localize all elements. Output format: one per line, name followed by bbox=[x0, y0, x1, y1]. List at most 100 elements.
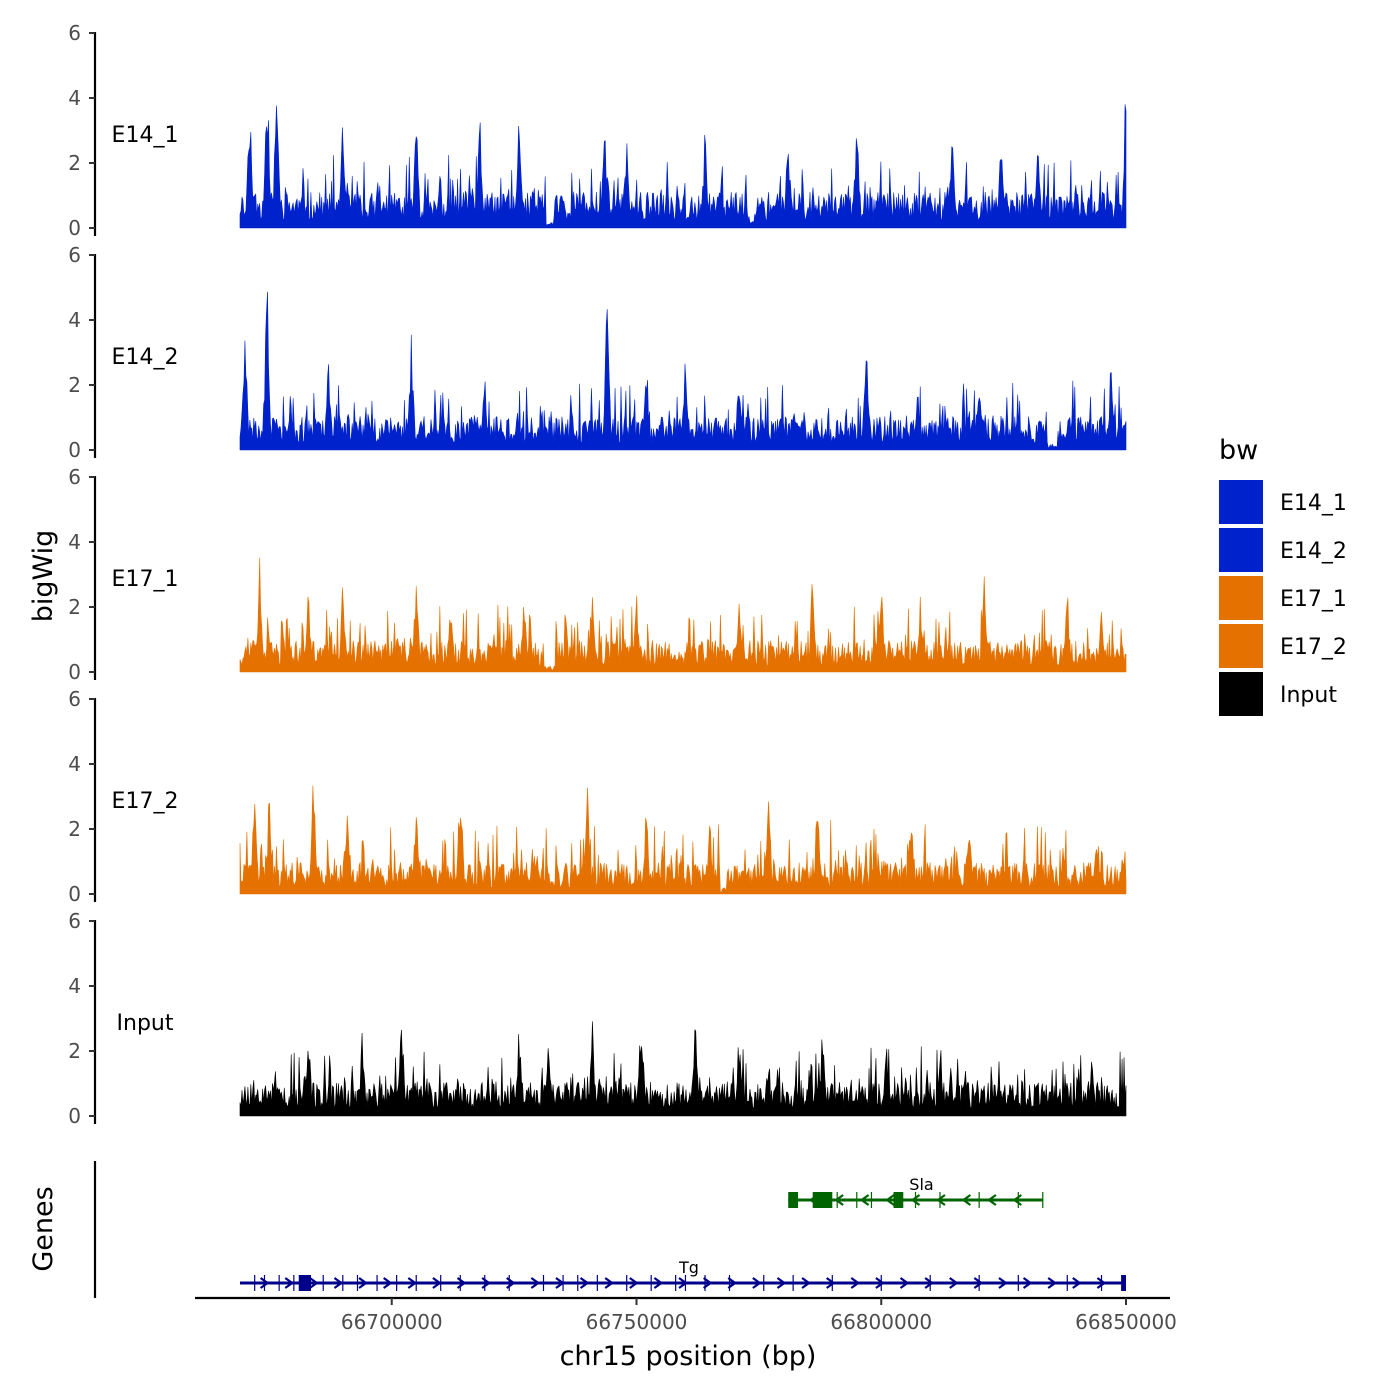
x-tick-label: 66850000 bbox=[1075, 1310, 1177, 1334]
strand-arrow bbox=[752, 1277, 762, 1289]
strand-arrow bbox=[358, 1277, 368, 1289]
exon-block bbox=[788, 1192, 799, 1208]
strand-arrow bbox=[383, 1277, 393, 1289]
x-axis: 66700000 66750000 66800000 66850000 bbox=[195, 1296, 1177, 1334]
y-tick-label: 4 bbox=[68, 974, 81, 998]
y-tick-label: 4 bbox=[68, 752, 81, 776]
strand-arrow bbox=[936, 1194, 946, 1206]
strand-arrow bbox=[986, 1194, 997, 1206]
strand-arrow bbox=[653, 1277, 664, 1289]
track-name-label: E17_1 bbox=[112, 567, 179, 592]
strand-arrow bbox=[407, 1277, 418, 1289]
strand-arrow bbox=[875, 1277, 885, 1289]
y-tick-label: 4 bbox=[68, 86, 81, 110]
legend-item: E17_2 bbox=[1219, 624, 1347, 668]
strand-arrow bbox=[530, 1277, 541, 1289]
strand-arrow bbox=[973, 1277, 984, 1289]
signal-area bbox=[239, 291, 1127, 451]
x-tick-label: 66800000 bbox=[830, 1310, 932, 1334]
y-tick-label: 0 bbox=[68, 1104, 81, 1128]
strand-arrow bbox=[333, 1277, 344, 1289]
y-tick-label: 6 bbox=[68, 909, 81, 933]
strand-arrow bbox=[284, 1277, 295, 1289]
strand-arrow bbox=[1096, 1277, 1107, 1289]
y-tick-label: 4 bbox=[68, 308, 81, 332]
y-tick-label: 6 bbox=[68, 21, 81, 45]
strand-arrow bbox=[1072, 1277, 1082, 1289]
strand-arrow bbox=[801, 1277, 811, 1289]
strand-arrow bbox=[910, 1194, 921, 1206]
gene-track: Sla Tg bbox=[93, 1161, 1126, 1298]
y-tick-label: 0 bbox=[68, 216, 81, 240]
legend-label: E14_1 bbox=[1280, 491, 1347, 516]
signal-area bbox=[239, 785, 1127, 895]
strand-arrow bbox=[776, 1277, 787, 1289]
gene-tg: Tg bbox=[240, 1258, 1126, 1291]
track-e17-2: 0 2 4 6 E17_2 bbox=[68, 687, 1127, 906]
legend-label: E14_2 bbox=[1280, 539, 1347, 564]
strand-arrow bbox=[885, 1194, 895, 1206]
genes-axis-title: Genes bbox=[28, 1186, 59, 1271]
strand-arrow bbox=[859, 1194, 870, 1206]
track-name-label: E14_1 bbox=[112, 123, 179, 148]
signal-area bbox=[239, 1021, 1127, 1117]
gene-label: Tg bbox=[678, 1258, 699, 1277]
legend: bw E14_1 E14_2 E17_1 E17_2 Input bbox=[1219, 435, 1347, 716]
y-tick-label: 2 bbox=[68, 151, 81, 175]
legend-label: Input bbox=[1280, 683, 1337, 708]
strand-arrow bbox=[961, 1194, 972, 1206]
legend-swatch bbox=[1219, 672, 1263, 716]
strand-arrow bbox=[1012, 1194, 1022, 1206]
gene-label: Sla bbox=[909, 1175, 933, 1194]
y-tick-label: 2 bbox=[68, 595, 81, 619]
strand-arrow bbox=[579, 1277, 590, 1289]
strand-arrow bbox=[727, 1277, 738, 1289]
exon-block bbox=[1121, 1275, 1126, 1291]
signal-tracks: 0 2 4 6 E14_1 0 2 4 6 E14_2 0 2 4 6 E17_1 0 2 4 6 E17_2 0 2 4 6… bbox=[68, 21, 1127, 1128]
exon-block bbox=[893, 1192, 904, 1208]
legend-title: bw bbox=[1219, 435, 1258, 466]
legend-item: E14_1 bbox=[1219, 480, 1347, 524]
y-tick-label: 6 bbox=[68, 243, 81, 267]
y-tick-label: 0 bbox=[68, 882, 81, 906]
strand-arrow bbox=[1047, 1277, 1058, 1289]
y-tick-label: 6 bbox=[68, 687, 81, 711]
strand-arrow bbox=[432, 1277, 442, 1289]
strand-arrow bbox=[555, 1277, 565, 1289]
y-tick-label: 4 bbox=[68, 530, 81, 554]
legend-item: Input bbox=[1219, 672, 1337, 716]
y-tick-label: 2 bbox=[68, 817, 81, 841]
legend-label: E17_1 bbox=[1280, 587, 1347, 612]
strand-arrow bbox=[309, 1277, 319, 1289]
x-axis-title: chr15 position (bp) bbox=[560, 1341, 817, 1372]
exon-block bbox=[812, 1192, 833, 1208]
strand-arrow bbox=[629, 1277, 639, 1289]
y-tick-label: 2 bbox=[68, 373, 81, 397]
y-tick-label: 6 bbox=[68, 465, 81, 489]
strand-arrow bbox=[259, 1277, 270, 1289]
legend-item: E17_1 bbox=[1219, 576, 1347, 620]
legend-label: E17_2 bbox=[1280, 635, 1347, 660]
strand-arrow bbox=[826, 1277, 836, 1289]
y-tick-label: 2 bbox=[68, 1039, 81, 1063]
strand-arrow bbox=[456, 1277, 467, 1289]
strand-arrow bbox=[949, 1277, 959, 1289]
strand-arrow bbox=[924, 1277, 935, 1289]
legend-swatch bbox=[1219, 624, 1263, 668]
strand-arrow bbox=[481, 1277, 492, 1289]
track-name-label: E17_2 bbox=[112, 789, 179, 814]
track-e17-1: 0 2 4 6 E17_1 bbox=[68, 465, 1127, 684]
legend-item: E14_2 bbox=[1219, 528, 1347, 572]
strand-arrow bbox=[678, 1277, 688, 1289]
track-e14-2: 0 2 4 6 E14_2 bbox=[68, 243, 1127, 462]
y-tick-label: 0 bbox=[68, 660, 81, 684]
y-tick-label: 0 bbox=[68, 438, 81, 462]
x-tick-label: 66700000 bbox=[341, 1310, 443, 1334]
legend-swatch bbox=[1219, 576, 1263, 620]
exon-block bbox=[298, 1275, 311, 1291]
strand-arrow bbox=[899, 1277, 910, 1289]
track-e14-1: 0 2 4 6 E14_1 bbox=[68, 21, 1127, 240]
y-axis-title: bigWig bbox=[28, 530, 59, 623]
strand-arrow bbox=[834, 1194, 844, 1206]
